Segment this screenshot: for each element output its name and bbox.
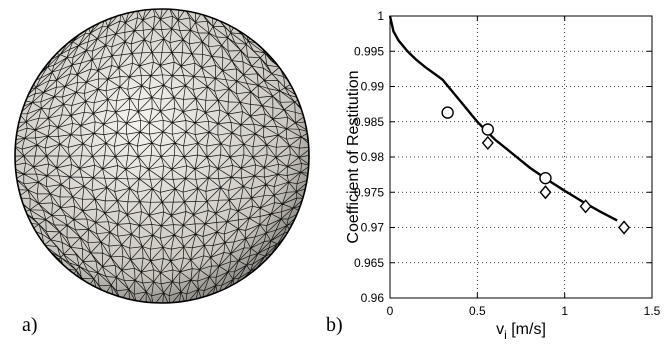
x-axis-label-main: v: [496, 321, 504, 338]
y-tick-label: 0.975: [354, 185, 384, 199]
y-tick-label: 0.98: [361, 150, 385, 164]
y-tick-label: 0.965: [354, 256, 384, 270]
x-tick-label: 0.5: [469, 304, 486, 318]
panel-label-a: a): [22, 314, 38, 336]
diamond-point: [618, 220, 631, 235]
diamond-point: [481, 135, 494, 150]
plot-frame: [389, 15, 653, 299]
circle-point: [539, 171, 552, 185]
y-tick-label: 0.99: [361, 80, 385, 94]
x-tick-label: 1.5: [644, 304, 661, 318]
x-axis-label-unit: [m/s]: [507, 321, 546, 338]
x-tick-label: 0: [387, 304, 394, 318]
sphere-outline: [14, 8, 310, 304]
meshed-sphere-figure: [14, 8, 310, 304]
y-tick-label: 0.97: [361, 221, 385, 235]
circle-point: [481, 123, 495, 136]
fit-curve: [388, 15, 618, 222]
circle-point: [441, 106, 454, 119]
y-tick-label: 1: [377, 9, 384, 23]
series-group: [388, 15, 631, 235]
x-axis-label-subscript: i: [504, 328, 507, 342]
y-tick-label: 0.985: [354, 115, 384, 129]
x-axis-label: vi [m/s]: [496, 321, 546, 342]
panel-label-b: b): [326, 314, 343, 336]
y-tick-label: 0.96: [361, 291, 385, 305]
restitution-chart: 0 0.5 1 1.5 0.96 0.965 0.97 0.975 0.98 0.985 0.99 0…: [345, 9, 661, 342]
grid-lines: [390, 16, 652, 298]
diamond-point: [579, 199, 592, 214]
y-tick-label: 0.995: [354, 44, 384, 58]
y-axis-label: Coefficient of Restitution: [345, 70, 362, 243]
x-tick-label: 1: [561, 304, 568, 318]
axis-ticks: 0 0.5 1 1.5 0.96 0.965 0.97 0.975 0.98 0.985 0.99 0…: [354, 9, 661, 318]
diamond-point: [539, 185, 552, 200]
